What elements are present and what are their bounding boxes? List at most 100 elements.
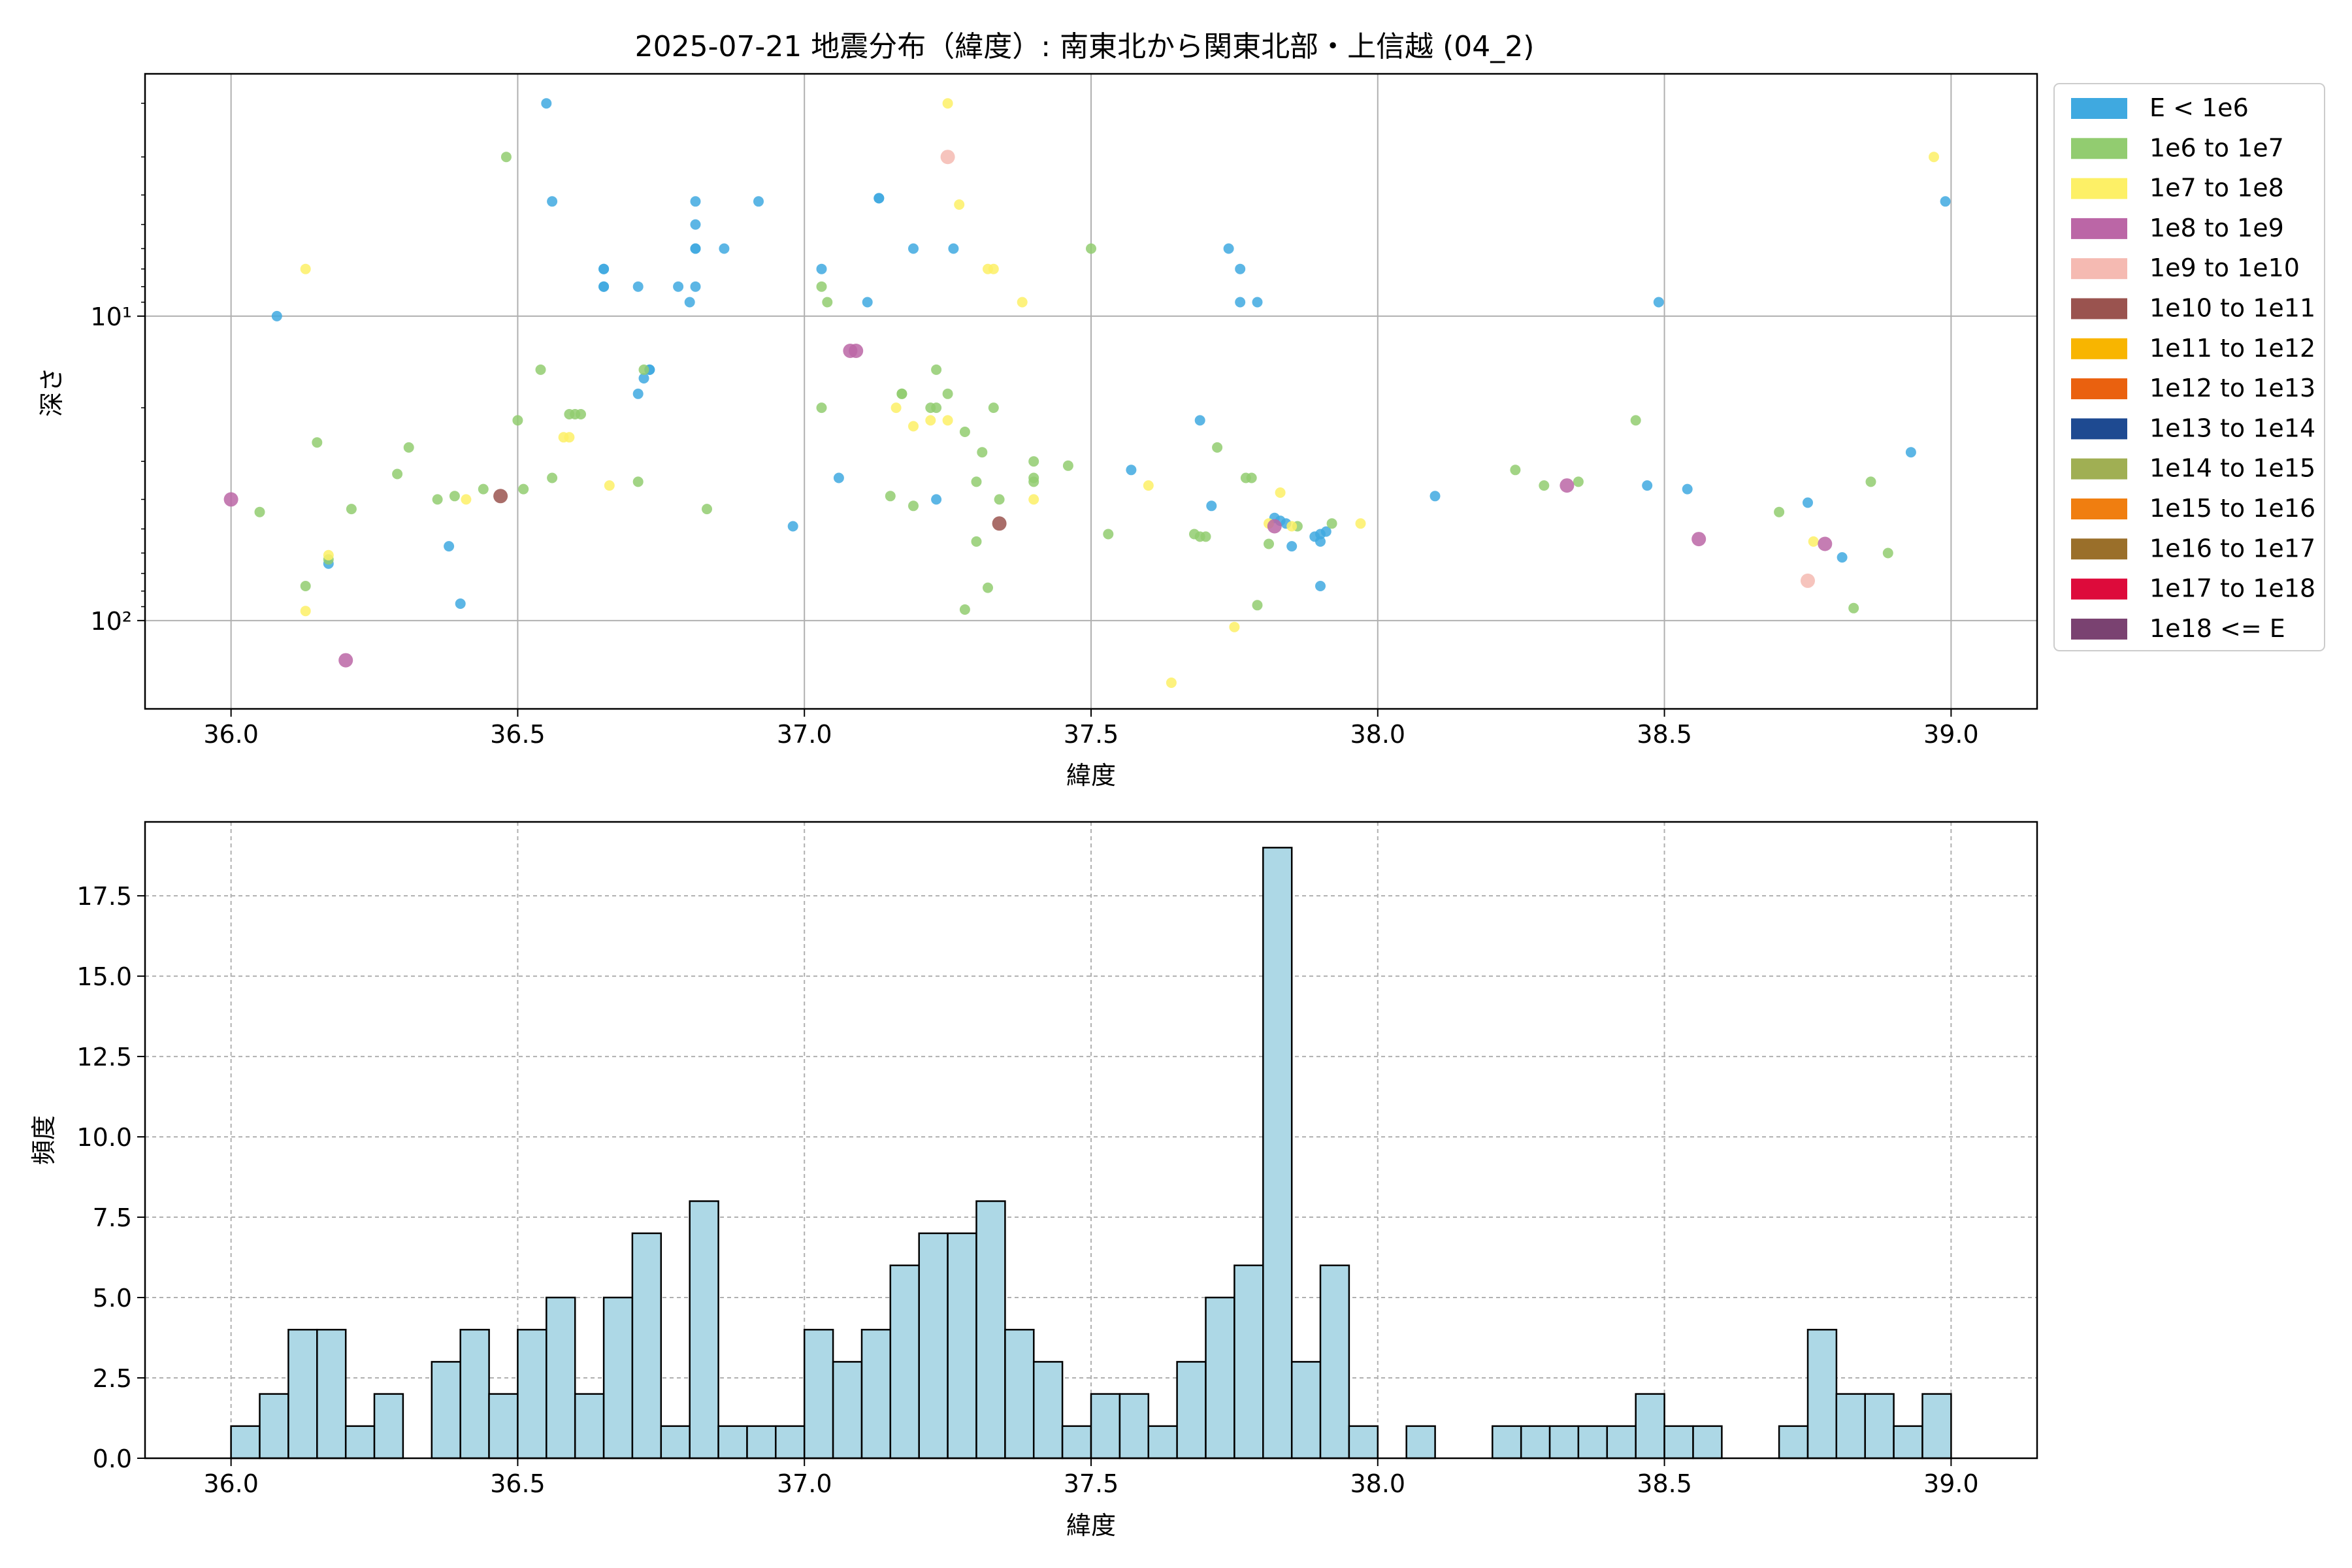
scatter-point <box>1252 600 1263 611</box>
scatter-point <box>1882 547 1893 559</box>
scatter-x-tick-label: 38.0 <box>1350 720 1405 749</box>
scatter-point <box>547 472 558 483</box>
scatter-point <box>931 364 942 375</box>
scatter-point <box>954 199 965 210</box>
scatter-point <box>1103 529 1114 540</box>
histogram-bar <box>230 1425 261 1460</box>
legend-box <box>2053 83 2325 651</box>
histogram-x-tick-label: 37.5 <box>1064 1469 1119 1498</box>
histogram-y-tick-label: 7.5 <box>93 1203 132 1232</box>
scatter-point <box>994 494 1005 505</box>
legend-swatch <box>2071 258 2127 280</box>
scatter-x-tick-label: 39.0 <box>1923 720 1979 749</box>
scatter-point <box>1355 518 1366 529</box>
histogram-bar <box>459 1328 490 1460</box>
histogram-x-tick-label: 36.0 <box>203 1469 259 1498</box>
scatter-point <box>983 582 993 593</box>
histogram-bar <box>1176 1361 1207 1460</box>
histogram-bar <box>947 1232 977 1460</box>
histogram-bar <box>631 1232 662 1460</box>
legend-swatch <box>2071 138 2127 159</box>
scatter-point <box>690 281 701 292</box>
scatter-point <box>959 427 970 437</box>
scatter-point <box>1166 678 1177 688</box>
scatter-point <box>908 243 919 254</box>
histogram-bar <box>1290 1361 1322 1460</box>
scatter-y-tick-label: 10¹ <box>90 302 132 331</box>
legend-items: E < 1e6 1e6 to 1e7 1e7 to 1e8 1e8 to 1e9 1e9… <box>2071 93 2315 643</box>
scatter-point <box>948 243 959 254</box>
histogram-bar <box>1663 1425 1694 1460</box>
scatter-point <box>1017 297 1028 308</box>
scatter-point <box>632 281 644 292</box>
histogram-bar <box>1921 1393 1952 1460</box>
histogram-bar <box>689 1200 719 1460</box>
scatter-point <box>833 472 844 483</box>
legend-label: 1e15 to 1e16 <box>2149 494 2315 523</box>
scatter-ticks: 36.0 36.5 37.0 37.5 38.0 38.5 39.0 10¹ 10² <box>90 103 1979 749</box>
scatter-point <box>684 297 695 308</box>
scatter-point <box>1691 532 1707 547</box>
scatter-x-axis-label: 緯度 <box>1066 761 1116 790</box>
legend-swatch <box>2071 98 2127 119</box>
scatter-point <box>461 494 472 505</box>
histogram-bar <box>889 1264 920 1460</box>
histogram-bar <box>1692 1425 1723 1460</box>
histogram-x-tick-label: 39.0 <box>1923 1469 1979 1498</box>
scatter-point <box>1808 536 1819 547</box>
scatter-point <box>862 297 873 308</box>
histogram-bar <box>1004 1328 1035 1460</box>
scatter-point <box>392 468 403 480</box>
scatter-point <box>223 492 238 507</box>
scatter-point <box>885 491 896 502</box>
histogram-bars <box>230 847 1952 1460</box>
histogram-bar <box>1348 1425 1379 1460</box>
scatter-point <box>977 447 988 458</box>
scatter-point <box>1264 538 1274 549</box>
scatter-point <box>1235 263 1246 274</box>
scatter-point <box>478 483 489 495</box>
histogram-bar <box>1606 1425 1637 1460</box>
frequency-histogram: 36.0 36.5 37.0 37.5 38.0 38.5 39.0 0.0 2.5 5.0 7.5… <box>29 821 2038 1540</box>
scatter-point <box>632 388 644 399</box>
scatter-point <box>1267 519 1282 534</box>
scatter-point <box>1803 497 1813 508</box>
scatter-point <box>896 388 907 399</box>
scatter-x-tick-label: 38.5 <box>1637 720 1692 749</box>
scatter-point <box>1062 460 1073 471</box>
scatter-point <box>493 489 508 504</box>
scatter-point <box>638 373 649 384</box>
scatter-point <box>547 196 558 207</box>
legend-swatch <box>2071 538 2127 560</box>
scatter-point <box>1143 480 1154 491</box>
scatter-point <box>449 491 460 502</box>
histogram-bar <box>1893 1425 1923 1460</box>
scatter-point <box>971 476 982 487</box>
scatter-point <box>942 388 953 399</box>
histogram-bar <box>1319 1264 1350 1460</box>
legend-label: 1e16 to 1e17 <box>2149 534 2315 563</box>
scatter-point <box>992 516 1007 531</box>
scatter-point <box>1229 621 1240 632</box>
histogram-bar <box>775 1425 806 1460</box>
scatter-y-tick-label: 10² <box>90 607 132 636</box>
legend-swatch <box>2071 618 2127 640</box>
histogram-bar <box>1835 1393 1866 1460</box>
scatter-point <box>1818 536 1833 551</box>
legend-label: 1e10 to 1e11 <box>2149 294 2315 323</box>
scatter-point <box>1326 518 1337 529</box>
scatter-point <box>1126 465 1137 476</box>
histogram-y-tick-label: 10.0 <box>76 1123 132 1152</box>
scatter-point <box>598 263 610 274</box>
scatter-point <box>940 150 955 165</box>
scatter-point <box>1510 465 1521 476</box>
scatter-x-tick-label: 37.0 <box>777 720 832 749</box>
scatter-point <box>874 193 885 204</box>
scatter-point <box>1286 521 1298 532</box>
scatter-point <box>690 243 701 254</box>
legend-swatch <box>2071 418 2127 440</box>
histogram-x-axis-label: 緯度 <box>1066 1511 1116 1540</box>
histogram-bar <box>574 1393 605 1460</box>
scatter-point <box>1028 494 1039 505</box>
scatter-point <box>300 263 311 274</box>
